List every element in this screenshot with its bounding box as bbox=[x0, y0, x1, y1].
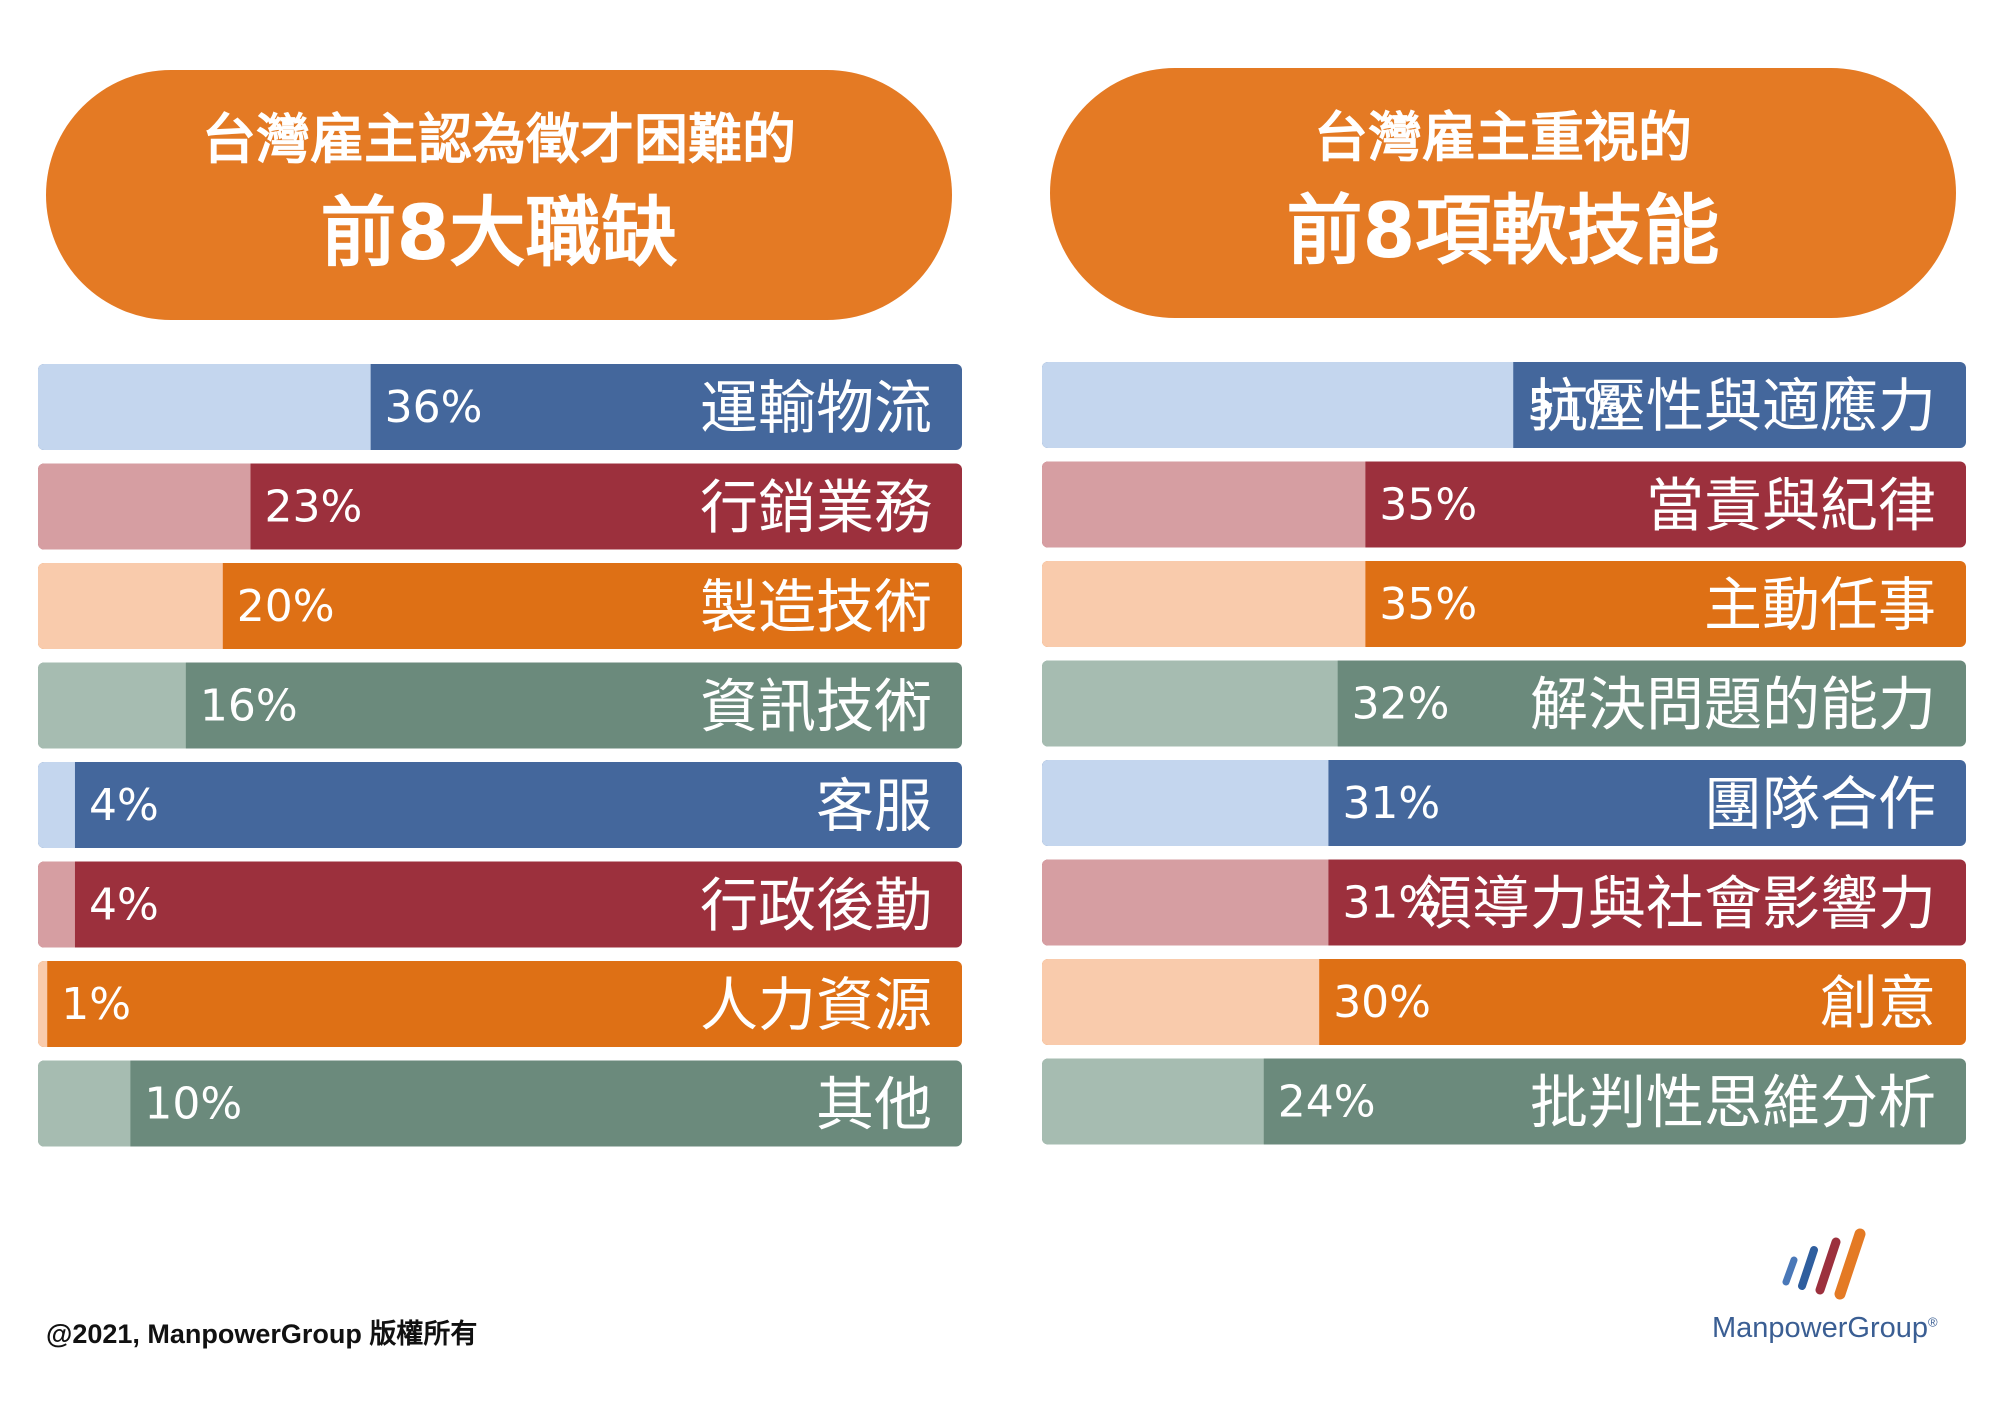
left-bar-value bbox=[38, 762, 75, 848]
left-title-pill: 台灣雇主認為徵才困難的 前8大職缺 bbox=[46, 70, 952, 320]
left-value-label: 10% bbox=[144, 1079, 242, 1130]
left-row: 23% 行銷業務 bbox=[38, 463, 962, 550]
left-category-label: 人力資源 bbox=[700, 971, 932, 1039]
left-category-label: 資訊技術 bbox=[700, 673, 932, 741]
right-value-label: 35% bbox=[1379, 480, 1477, 531]
left-row: 20% 製造技術 bbox=[38, 563, 962, 649]
left-value-label: 4% bbox=[89, 780, 159, 831]
left-bar-value bbox=[38, 1060, 131, 1147]
right-category-label: 當責與紀律 bbox=[1646, 472, 1936, 540]
left-bar-remainder bbox=[38, 961, 962, 1047]
right-bar-value bbox=[1042, 959, 1320, 1045]
left-row: 4% 行政後勤 bbox=[38, 861, 962, 948]
left-bar-remainder bbox=[38, 861, 962, 948]
right-category-label: 領導力與社會影響力 bbox=[1414, 870, 1936, 938]
right-bar-value bbox=[1042, 362, 1514, 448]
left-row: 1% 人力資源 bbox=[38, 961, 962, 1047]
left-category-label: 其他 bbox=[816, 1071, 932, 1139]
left-bar-chart: 36% 運輸物流 23% 行銷業務 20% 製造技術 16% 資訊技術 4% 客服 4% 行政後勤 1%… bbox=[38, 364, 962, 1147]
left-bar-value bbox=[38, 364, 371, 450]
left-row: 16% 資訊技術 bbox=[38, 662, 962, 749]
right-value-label: 31% bbox=[1342, 878, 1440, 929]
left-bar-value bbox=[38, 662, 186, 749]
left-bar-value bbox=[38, 861, 75, 948]
right-category-label: 批判性思維分析 bbox=[1530, 1069, 1936, 1137]
left-value-label: 16% bbox=[200, 681, 298, 732]
manpowergroup-logo: ManpowerGroup® bbox=[1700, 1224, 1950, 1354]
left-category-label: 客服 bbox=[816, 772, 932, 840]
left-bar-remainder bbox=[38, 1060, 962, 1147]
right-row: 31%領導力與社會影響力 bbox=[1042, 859, 1966, 946]
right-title-line1: 台灣雇主重視的 bbox=[1314, 106, 1692, 169]
right-value-label: 35% bbox=[1379, 579, 1477, 630]
left-category-label: 運輸物流 bbox=[700, 374, 932, 442]
manpowergroup-logo-icon bbox=[1782, 1228, 1866, 1300]
left-title-line1: 台灣雇主認為徵才困難的 bbox=[202, 108, 796, 171]
left-bar-value bbox=[38, 463, 251, 550]
right-row: 32% 解決問題的能力 bbox=[1042, 660, 1966, 747]
right-bar-value bbox=[1042, 461, 1366, 548]
left-category-label: 行政後勤 bbox=[700, 872, 932, 940]
left-value-label: 23% bbox=[265, 482, 363, 533]
right-row: 24% 批判性思維分析 bbox=[1042, 1058, 1966, 1145]
logo-text: ManpowerGroup® bbox=[1712, 1312, 1938, 1345]
right-value-label: 31% bbox=[1342, 778, 1440, 829]
left-value-label: 1% bbox=[61, 979, 131, 1030]
left-row: 36% 運輸物流 bbox=[38, 364, 962, 450]
right-title-line2: 前8項軟技能 bbox=[1286, 186, 1720, 275]
right-bar-value bbox=[1042, 561, 1366, 647]
left-category-label: 行銷業務 bbox=[700, 474, 932, 542]
right-category-label: 抗壓性與適應力 bbox=[1530, 372, 1936, 440]
right-bar-value bbox=[1042, 760, 1329, 846]
logo-registered-mark: ® bbox=[1928, 1314, 1938, 1330]
left-category-label: 製造技術 bbox=[700, 573, 932, 641]
right-bar-value bbox=[1042, 1058, 1264, 1145]
right-category-label: 主動任事 bbox=[1704, 571, 1936, 639]
right-value-label: 51% bbox=[1527, 380, 1625, 431]
right-bar-chart: 51%抗壓性與適應力 35% 當責與紀律 35% 主動任事 32% 解決問題的能力 31% 團隊… bbox=[1042, 362, 1966, 1145]
left-value-label: 36% bbox=[385, 382, 483, 433]
right-category-label: 解決問題的能力 bbox=[1530, 671, 1936, 739]
left-row: 10% 其他 bbox=[38, 1060, 962, 1147]
right-row: 51%抗壓性與適應力 bbox=[1042, 362, 1966, 448]
right-row: 30% 創意 bbox=[1042, 959, 1966, 1045]
right-title-pill: 台灣雇主重視的 前8項軟技能 bbox=[1050, 68, 1956, 318]
left-row: 4% 客服 bbox=[38, 762, 962, 848]
left-value-label: 4% bbox=[89, 880, 159, 931]
right-value-label: 24% bbox=[1278, 1077, 1376, 1128]
left-title-line2: 前8大職缺 bbox=[320, 188, 678, 277]
right-category-label: 創意 bbox=[1820, 969, 1936, 1037]
right-value-label: 32% bbox=[1352, 679, 1450, 730]
right-bar-value bbox=[1042, 660, 1338, 747]
right-category-label: 團隊合作 bbox=[1704, 770, 1936, 838]
copyright-footer: @2021, ManpowerGroup 版權所有 bbox=[46, 1319, 478, 1349]
left-bar-remainder bbox=[38, 662, 962, 749]
right-row: 35% 主動任事 bbox=[1042, 561, 1966, 647]
left-bar-remainder bbox=[38, 762, 962, 848]
right-row: 35% 當責與紀律 bbox=[1042, 461, 1966, 548]
right-bar-value bbox=[1042, 859, 1329, 946]
left-value-label: 20% bbox=[237, 581, 335, 632]
left-bar-value bbox=[38, 563, 223, 649]
right-value-label: 30% bbox=[1333, 977, 1431, 1028]
logo-wordmark: ManpowerGroup bbox=[1712, 1312, 1928, 1344]
right-row: 31% 團隊合作 bbox=[1042, 760, 1966, 846]
left-bar-value bbox=[38, 961, 48, 1047]
